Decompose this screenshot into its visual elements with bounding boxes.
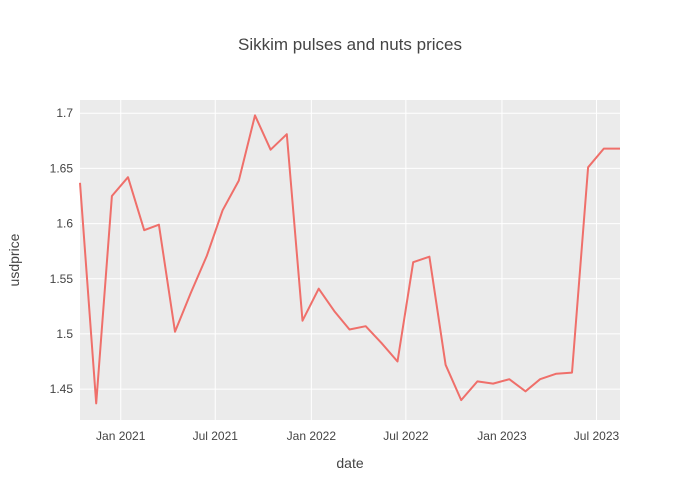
y-tick-label: 1.55 bbox=[50, 272, 74, 286]
series-line-group bbox=[79, 114, 620, 405]
x-axis-label: date bbox=[336, 455, 363, 471]
y-tick-label: 1.45 bbox=[50, 382, 74, 396]
y-tick-label: 1.7 bbox=[56, 106, 73, 120]
x-tick-label: Jan 2021 bbox=[96, 429, 146, 443]
y-tick-label: 1.6 bbox=[56, 217, 73, 231]
y-axis-label: usdprice bbox=[6, 233, 22, 286]
x-tick-labels: Jan 2021 Jul 2021 Jan 2022 Jul 2022 Jan 2023… bbox=[96, 429, 619, 443]
x-tick-label: Jul 2022 bbox=[383, 429, 429, 443]
x-tick-label: Jul 2021 bbox=[193, 429, 239, 443]
y-tick-label: 1.65 bbox=[50, 161, 74, 175]
y-tick-labels: 1.45 1.5 1.55 1.6 1.65 1.7 bbox=[50, 106, 74, 396]
chart-title: Sikkim pulses and nuts prices bbox=[238, 35, 462, 54]
x-tick-label: Jan 2022 bbox=[287, 429, 337, 443]
vertical-gridlines bbox=[120, 100, 597, 420]
x-tick-label: Jul 2023 bbox=[574, 429, 620, 443]
x-tick-label: Jan 2023 bbox=[477, 429, 527, 443]
series-line bbox=[79, 114, 620, 405]
y-tick-label: 1.5 bbox=[56, 327, 73, 341]
horizontal-gridlines bbox=[80, 112, 620, 390]
plot-background bbox=[80, 100, 620, 420]
